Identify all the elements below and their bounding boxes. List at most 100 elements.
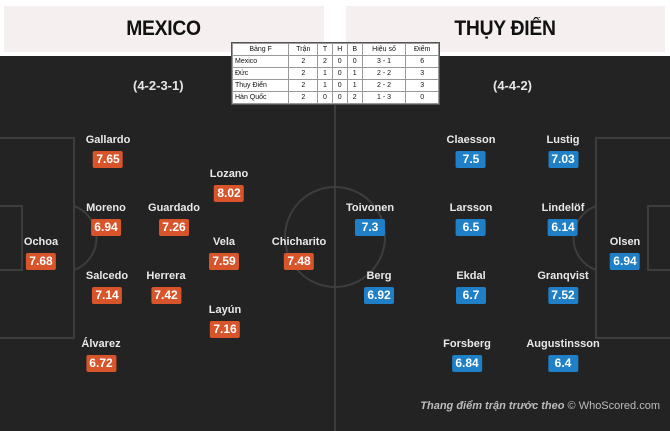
player-card[interactable]: Álvarez 6.72 (81, 338, 121, 372)
player-card[interactable]: Berg 6.92 (364, 270, 394, 304)
table-row: Mexico 2 2 0 0 3 - 1 6 (231, 55, 439, 68)
group-standings-table: Bảng F Trận T H B Hiệu số Điểm Mexico 2 … (231, 42, 440, 105)
player-name: Forsberg (443, 338, 491, 350)
player-name: Salcedo (85, 270, 129, 282)
player-rating: 7.14 (92, 287, 122, 304)
column-header: B (346, 43, 363, 56)
table-cell: 6 (405, 55, 439, 68)
player-name: Augustinsson (526, 338, 600, 350)
table-cell: 2 (346, 91, 363, 104)
table-cell: 3 - 1 (361, 55, 407, 68)
player-name: Granqvist (537, 270, 589, 282)
player-name: Guardado (148, 202, 200, 214)
player-name: Álvarez (81, 338, 121, 350)
table-cell: Thụy Điển (231, 79, 290, 92)
player-card[interactable]: Claesson 7.5 (447, 134, 495, 168)
table-cell: 3 (405, 67, 439, 80)
table-cell: 0 (346, 55, 363, 68)
player-name: Herrera (146, 270, 186, 282)
table-cell: 0 (331, 91, 348, 104)
player-rating: 6.5 (455, 219, 486, 236)
table-cell: Đức (231, 67, 290, 80)
player-card[interactable]: Ochoa 7.68 (24, 236, 58, 270)
player-card[interactable]: Moreno 6.94 (86, 202, 126, 236)
player-card[interactable]: Lustig 7.03 (547, 134, 580, 168)
formation-mexico: (4-2-3-1) (133, 78, 184, 93)
table-cell: 2 (317, 55, 333, 68)
player-name: Olsen (609, 236, 641, 248)
player-name: Larsson (449, 202, 493, 214)
table-header-row: Bảng F Trận T H B Hiệu số Điểm (231, 43, 439, 56)
player-card[interactable]: Ekdal 6.7 (456, 270, 486, 304)
player-rating: 6.94 (609, 253, 640, 270)
player-rating: 6.72 (85, 355, 116, 372)
player-rating: 6.92 (364, 287, 394, 304)
player-rating: 7.59 (209, 253, 239, 270)
player-card[interactable]: Gallardo 7.65 (86, 134, 130, 168)
pitch (0, 56, 670, 431)
player-rating: 7.52 (547, 287, 578, 304)
player-rating: 7.26 (158, 219, 189, 236)
player-rating: 6.4 (548, 355, 578, 372)
caption-text: Thang điểm trận trước theo (420, 400, 565, 412)
player-rating: 6.94 (90, 219, 121, 236)
player-card[interactable]: Vela 7.59 (209, 236, 239, 270)
player-card[interactable]: Toivonen 7.3 (346, 202, 394, 236)
player-card[interactable]: Chicharito 7.48 (272, 236, 326, 270)
table-row: Thụy Điển 2 1 0 1 2 - 2 3 (231, 79, 439, 92)
player-rating: 7.48 (284, 253, 314, 270)
source-text: © WhoScored.com (567, 400, 660, 412)
team-name-sweden: THỤY ĐIỂN (454, 17, 557, 40)
table-cell: 1 - 3 (361, 91, 407, 104)
player-name: Ekdal (456, 270, 486, 282)
player-rating: 8.02 (214, 185, 244, 202)
player-card[interactable]: Larsson 6.5 (449, 202, 493, 236)
player-card[interactable]: Salcedo 7.14 (86, 270, 128, 304)
player-name: Ochoa (23, 236, 59, 248)
table-cell: 0 (317, 91, 333, 104)
table-cell: 2 (288, 79, 319, 92)
player-rating: 6.14 (548, 219, 578, 236)
column-header: Bảng F (231, 43, 290, 56)
player-name: Lustig (546, 134, 580, 146)
formation-sweden: (4-4-2) (493, 78, 533, 93)
player-card[interactable]: Forsberg 6.84 (443, 338, 491, 372)
player-card[interactable]: Herrera 7.42 (146, 270, 186, 304)
player-rating: 7.68 (25, 253, 56, 270)
player-name: Moreno (86, 202, 126, 214)
player-name: Chicharito (271, 236, 327, 248)
table-cell: 2 (288, 67, 319, 80)
table-cell: 0 (405, 91, 439, 104)
team-name-mexico: MEXICO (126, 17, 202, 40)
player-card[interactable]: Granqvist 7.52 (537, 270, 589, 304)
table-cell: 2 (288, 91, 319, 104)
table-row: Hàn Quốc 2 0 0 2 1 - 3 0 (231, 91, 439, 104)
player-card[interactable]: Lindelöf 6.14 (542, 202, 584, 236)
column-header: Hiệu số (361, 43, 407, 56)
player-card[interactable]: Lozano 8.02 (210, 168, 248, 202)
player-card[interactable]: Layún 7.16 (209, 304, 241, 338)
table-cell: 1 (317, 79, 333, 92)
player-card[interactable]: Augustinsson 6.4 (526, 338, 600, 372)
table-cell: 2 (288, 55, 319, 68)
player-card[interactable]: Olsen 6.94 (609, 236, 641, 270)
player-name: Toivonen (345, 202, 395, 214)
table-cell: 0 (331, 79, 348, 92)
header-mexico: MEXICO (4, 6, 324, 52)
table-cell: Mexico (231, 55, 290, 68)
player-card[interactable]: Guardado 7.26 (148, 202, 200, 236)
player-rating: 6.7 (456, 287, 486, 304)
player-rating: 7.5 (455, 151, 486, 168)
player-rating: 7.42 (150, 287, 181, 304)
column-header: T (317, 43, 333, 56)
table-row: Đức 2 1 0 1 2 - 2 3 (231, 67, 439, 80)
table-cell: 1 (317, 67, 333, 80)
column-header: H (331, 43, 348, 56)
table-cell: Hàn Quốc (231, 91, 290, 104)
pitch-lines (0, 56, 670, 431)
table-cell: 2 - 2 (361, 67, 407, 80)
column-header: Điểm (405, 43, 439, 56)
table-cell: 0 (331, 55, 348, 68)
player-rating: 7.16 (210, 321, 240, 338)
